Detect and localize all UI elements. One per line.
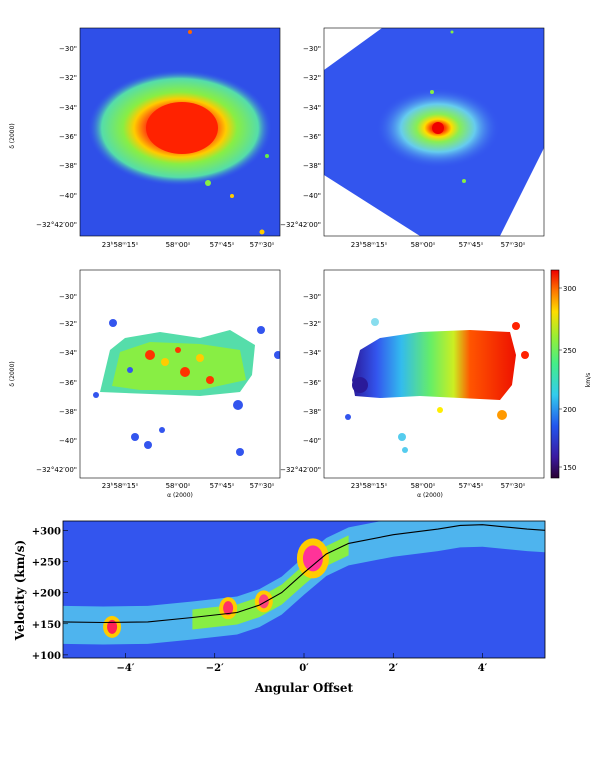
star: [188, 30, 192, 34]
velocity-colorbar: 300 250 200 150 km/s: [550, 269, 592, 479]
star: [462, 179, 466, 183]
dec-tick: −38": [303, 408, 321, 416]
ra-tick: 23ʰ58ᵐ15ˢ: [351, 241, 388, 249]
star: [430, 90, 434, 94]
dec-tick: −34": [59, 349, 77, 357]
x-tick-label: −2′: [206, 663, 224, 674]
ra-tick: 57ᵐ45ˢ: [459, 482, 484, 490]
ra-axis-mid-left: 23ʰ58ᵐ15ˢ 58ᵐ00ˢ 57ᵐ45ˢ 57ᵐ30ˢ α (2000): [102, 482, 275, 499]
panel-mid-left: [79, 269, 281, 479]
galaxy-core: [146, 102, 218, 154]
ra-tick: 57ᵐ30ˢ: [501, 482, 526, 490]
ra-tick: 57ᵐ30ˢ: [501, 241, 526, 249]
dec-tick: −32": [59, 74, 77, 82]
x-tick-label: 0′: [299, 663, 309, 674]
ra-axis-mid-right: 23ʰ58ᵐ15ˢ 58ᵐ00ˢ 57ᵐ45ˢ 57ᵐ30ˢ α (2000): [351, 482, 526, 499]
dec-tick: −30": [303, 293, 321, 301]
x-tick-label: −4′: [116, 663, 134, 674]
ra-axis-top-left: 23ʰ58ᵐ15ˢ 58ᵐ00ˢ 57ᵐ45ˢ 57ᵐ30ˢ: [102, 241, 275, 249]
ra-tick: 57ᵐ45ˢ: [210, 241, 235, 249]
dec-tick: −32": [303, 74, 321, 82]
y-tick-label: +300: [32, 526, 61, 537]
dec-axis-label: δ (2000): [9, 123, 16, 149]
colorbar-tick: 250: [563, 347, 576, 355]
galaxy-core: [432, 122, 444, 134]
dec-axis-top-left: −30" −32" −34" −36" −38" −40" −32°42′00"…: [9, 45, 77, 229]
dec-tick: −36": [303, 379, 321, 387]
ra-axis-top-right: 23ʰ58ᵐ15ˢ 58ᵐ00ˢ 57ᵐ45ˢ 57ᵐ30ˢ: [351, 241, 526, 249]
panel-mid-right: [323, 269, 545, 479]
dec-tick: −30": [303, 45, 321, 53]
ra-tick: 58ᵐ00ˢ: [166, 241, 191, 249]
star: [450, 30, 454, 34]
ra-tick: 57ᵐ45ˢ: [459, 241, 484, 249]
ra-tick: 58ᵐ00ˢ: [166, 482, 191, 490]
colorbar-tick: 200: [563, 406, 576, 414]
dec-tick: −36": [59, 133, 77, 141]
y-tick-label: +100: [32, 651, 61, 662]
dec-tick: −40": [59, 437, 77, 445]
dec-tick: −32": [59, 320, 77, 328]
dec-tick: −38": [59, 408, 77, 416]
panel-top-right: [323, 27, 545, 237]
pv-x-axis-label: Angular Offset: [254, 681, 354, 695]
dec-tick: −38": [303, 162, 321, 170]
velocity-field: [352, 330, 516, 400]
ra-axis-label: α (2000): [167, 492, 193, 499]
dec-tick: −30": [59, 45, 77, 53]
dec-tick: −32°42′00": [280, 466, 321, 474]
colorbar-label: km/s: [585, 373, 592, 387]
ra-tick: 23ʰ58ᵐ15ˢ: [102, 482, 139, 490]
dec-tick: −38": [59, 162, 77, 170]
dec-axis-label: δ (2000): [9, 361, 16, 387]
emission-peak: [258, 594, 269, 609]
colorbar-tick: 300: [563, 285, 576, 293]
pv-y-axis-label: Velocity (km/s): [13, 540, 27, 641]
colorbar-tick: 150: [563, 464, 576, 472]
y-tick-label: +150: [32, 620, 61, 631]
x-tick-label: 2′: [388, 663, 398, 674]
panel-top-left: [79, 27, 281, 237]
dec-tick: −34": [303, 104, 321, 112]
dec-tick: −36": [59, 379, 77, 387]
ra-tick: 57ᵐ45ˢ: [210, 482, 235, 490]
dec-tick: −32°42′00": [36, 221, 77, 229]
y-tick-label: +200: [32, 589, 61, 600]
dec-axis-top-right: −30" −32" −34" −36" −38" −40" −32°42′00": [280, 45, 321, 229]
ra-tick: 23ʰ58ᵐ15ˢ: [351, 482, 388, 490]
dec-tick: −40": [59, 192, 77, 200]
dec-axis-mid-right: −30" −32" −34" −36" −38" −40" −32°42′00": [280, 293, 321, 474]
dec-tick: −32°42′00": [280, 221, 321, 229]
pv-diagram: −4′ −2′ 0′ 2′ 4′ +100 +150 +200 +250 +300 Angular…: [13, 520, 546, 695]
dec-axis-mid-left: −30" −32" −34" −36" −38" −40" −32°42′00"…: [9, 293, 77, 474]
star: [230, 194, 234, 198]
dec-tick: −32°42′00": [36, 466, 77, 474]
rotation-curve: [63, 524, 545, 624]
ra-tick: 57ᵐ30ˢ: [250, 241, 275, 249]
y-tick-label: +250: [32, 557, 61, 568]
dec-tick: −32": [303, 320, 321, 328]
dec-tick: −34": [59, 104, 77, 112]
emission-peak: [223, 601, 234, 616]
star: [259, 229, 265, 235]
dec-tick: −40": [303, 192, 321, 200]
ra-tick: 58ᵐ00ˢ: [411, 482, 436, 490]
x-tick-label: 4′: [478, 663, 488, 674]
ra-tick: 58ᵐ00ˢ: [411, 241, 436, 249]
dec-tick: −36": [303, 133, 321, 141]
emission-peak: [107, 619, 118, 634]
dec-tick: −40": [303, 437, 321, 445]
star: [205, 180, 211, 186]
emission-peak: [302, 545, 323, 572]
dec-tick: −30": [59, 293, 77, 301]
dec-tick: −34": [303, 349, 321, 357]
ra-tick: 57ᵐ30ˢ: [250, 482, 275, 490]
ra-axis-label: α (2000): [417, 492, 443, 499]
ra-tick: 23ʰ58ᵐ15ˢ: [102, 241, 139, 249]
star: [265, 154, 269, 158]
